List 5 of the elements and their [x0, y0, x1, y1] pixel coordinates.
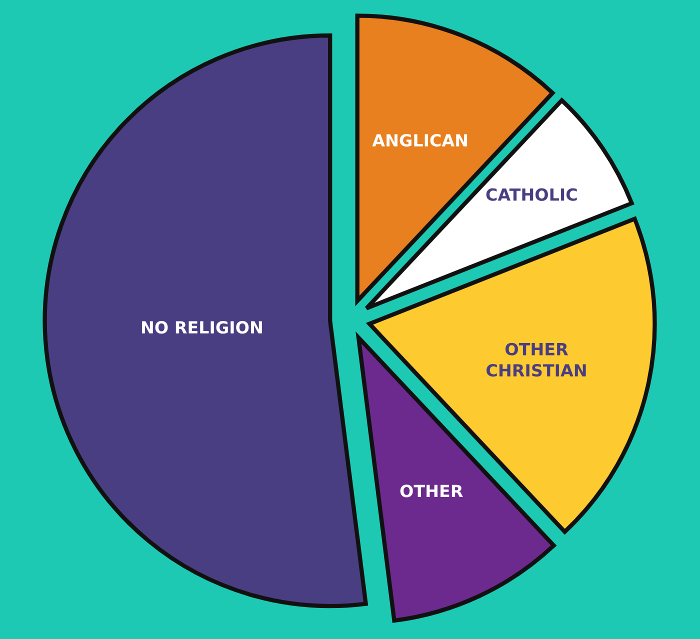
slice-label: OTHER: [400, 484, 463, 498]
slice-label: NO RELIGION: [142, 321, 262, 334]
slice-label: ANGLICAN: [372, 134, 468, 147]
slice-label: CATHOLIC: [486, 188, 577, 201]
slice-label: OTHER CHRISTIAN: [486, 342, 586, 377]
